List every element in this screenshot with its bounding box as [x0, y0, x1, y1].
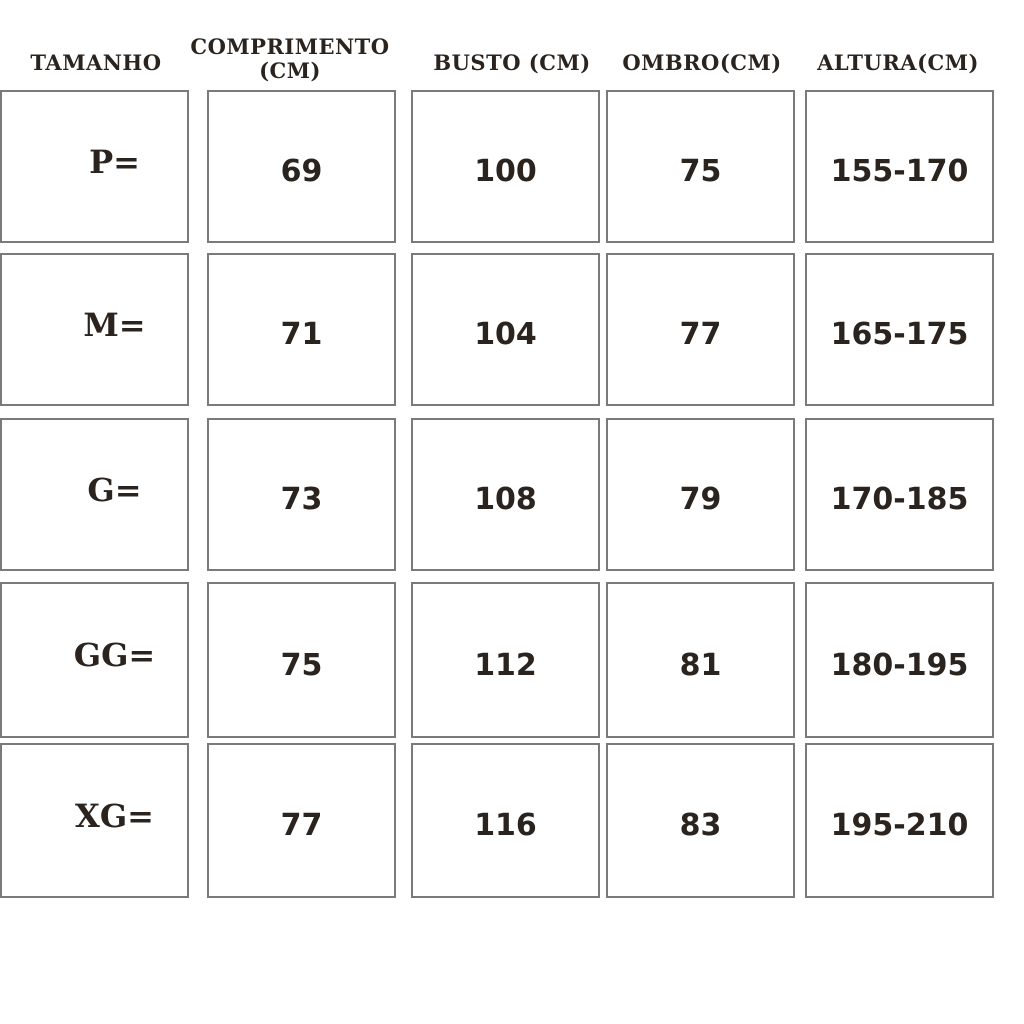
height-cell-text: 165-175	[830, 317, 969, 352]
header-length-line2: (CM)	[259, 58, 321, 83]
size-cell-text: XG=	[75, 796, 154, 835]
length-cell-text: 69	[280, 154, 323, 189]
length-cell: 73	[207, 418, 396, 571]
header-length: COMPRIMENTO (CM)	[190, 35, 389, 83]
bust-cell: 112	[411, 582, 600, 738]
bust-cell: 104	[411, 253, 600, 406]
bust-cell: 116	[411, 743, 600, 898]
header-shoulder: OMBRO(CM)	[622, 50, 782, 75]
length-cell-text: 73	[280, 482, 323, 517]
size-cell-text: G=	[87, 470, 142, 509]
height-cell: 195-210	[805, 743, 994, 898]
length-cell-text: 77	[280, 808, 323, 843]
height-cell-text: 195-210	[830, 808, 969, 843]
shoulder-cell: 79	[606, 418, 795, 571]
height-cell-text: 155-170	[830, 154, 969, 189]
shoulder-cell-text: 83	[679, 808, 722, 843]
height-cell: 165-175	[805, 253, 994, 406]
length-cell: 77	[207, 743, 396, 898]
size-cell-text: GG=	[73, 636, 156, 674]
bust-cell: 108	[411, 418, 600, 571]
header-height: ALTURA(CM)	[817, 50, 979, 75]
size-cell-text: M=	[83, 305, 146, 344]
length-cell: 75	[207, 582, 396, 738]
header-length-line1: COMPRIMENTO	[190, 34, 390, 59]
header-size: TAMANHO	[30, 50, 162, 75]
size-cell-text: P=	[89, 142, 140, 181]
size-cell: GG=	[0, 582, 189, 738]
shoulder-cell: 81	[606, 582, 795, 738]
bust-cell: 100	[411, 90, 600, 243]
height-cell-text: 170-185	[830, 482, 969, 517]
height-cell: 155-170	[805, 90, 994, 243]
bust-cell-text: 104	[474, 317, 537, 352]
length-cell: 69	[207, 90, 396, 243]
shoulder-cell: 83	[606, 743, 795, 898]
bust-cell-text: 116	[474, 808, 537, 843]
header-bust: BUSTO (CM)	[433, 50, 591, 75]
size-cell: G=	[0, 418, 189, 571]
bust-cell-text: 112	[474, 647, 537, 683]
size-cell: XG=	[0, 743, 189, 898]
length-cell-text: 75	[280, 647, 323, 683]
height-cell: 180-195	[805, 582, 994, 738]
size-cell: M=	[0, 253, 189, 406]
length-cell-text: 71	[280, 317, 323, 352]
bust-cell-text: 100	[474, 154, 537, 189]
shoulder-cell-text: 75	[679, 154, 722, 189]
height-cell-text: 180-195	[830, 647, 969, 683]
shoulder-cell: 75	[606, 90, 795, 243]
height-cell: 170-185	[805, 418, 994, 571]
length-cell: 71	[207, 253, 396, 406]
shoulder-cell: 77	[606, 253, 795, 406]
bust-cell-text: 108	[474, 482, 537, 517]
shoulder-cell-text: 79	[679, 482, 722, 517]
shoulder-cell-text: 81	[679, 647, 722, 683]
shoulder-cell-text: 77	[679, 317, 722, 352]
size-cell: P=	[0, 90, 189, 243]
